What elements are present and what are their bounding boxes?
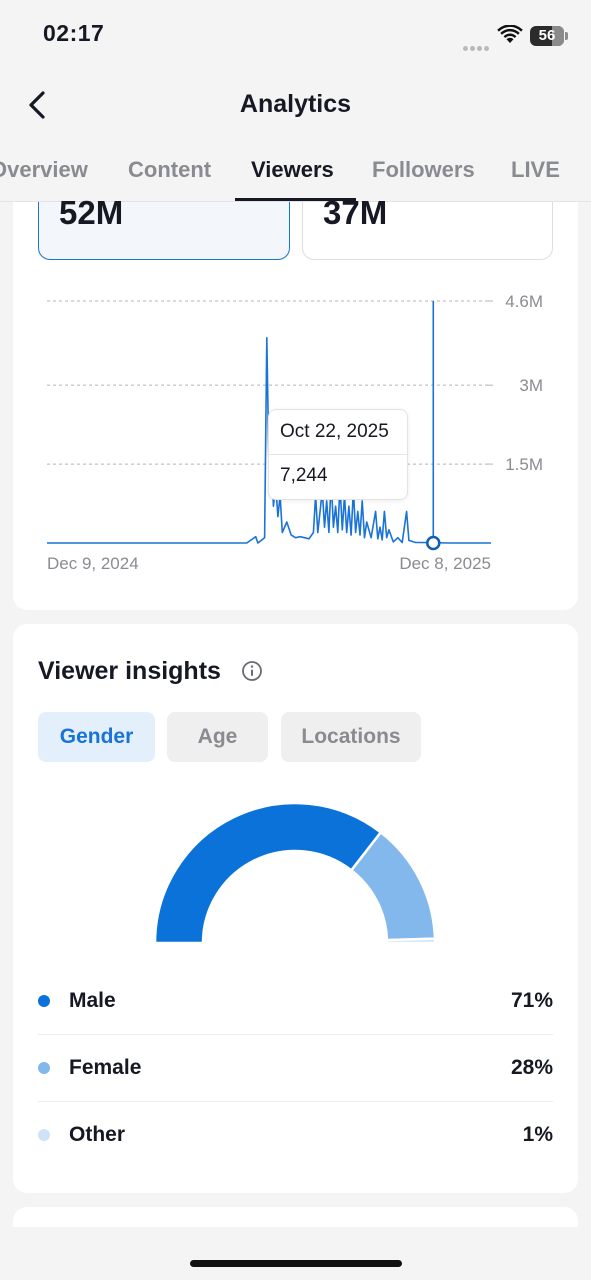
info-icon[interactable]: [241, 660, 263, 687]
views-line-chart[interactable]: 4.6M 3M 1.5M Dec 9, 2024 Dec 8, 2025: [0, 280, 591, 580]
x-tick-label: Dec 9, 2024: [47, 554, 139, 573]
legend-row: Other 1%: [38, 1102, 553, 1169]
back-icon[interactable]: [24, 90, 54, 120]
legend-dot: [38, 1062, 50, 1074]
legend-value: 28%: [510, 1056, 553, 1079]
y-tick-label: 4.6M: [505, 292, 543, 311]
status-time: 02:17: [43, 20, 105, 46]
battery-tip: [565, 32, 568, 40]
metric-card[interactable]: [302, 202, 553, 260]
cursor-point: [426, 535, 441, 551]
legend-value: 1%: [522, 1123, 553, 1146]
tab-live[interactable]: LIVE: [511, 157, 560, 182]
cellular-signal-icon: [463, 38, 491, 51]
tab-viewers[interactable]: Viewers: [251, 157, 334, 182]
gauge-segment-other: [385, 937, 437, 945]
tooltip-value: 7,244: [280, 465, 328, 486]
section-title: Viewer insights: [38, 657, 221, 685]
active-tab-indicator: [235, 198, 356, 201]
legend-value: 71%: [510, 989, 553, 1012]
legend-row: Female 28%: [38, 1035, 553, 1102]
legend-label: Female: [69, 1056, 142, 1079]
gauge-segment-male: [153, 801, 383, 945]
tooltip-date: Oct 22, 2025: [280, 421, 389, 442]
legend-dot: [38, 995, 50, 1007]
tabs-divider: [0, 201, 591, 202]
battery-level: 56: [538, 27, 556, 44]
metric-value: 37M: [323, 194, 388, 231]
legend-label: Male: [69, 989, 116, 1012]
divider: [38, 1034, 553, 1035]
x-tick-label: Dec 8, 2025: [399, 554, 491, 573]
tab-followers[interactable]: Followers: [372, 157, 475, 182]
battery-icon: 56: [530, 26, 564, 46]
filter-gender[interactable]: Gender: [38, 712, 155, 762]
tab-overview[interactable]: Overview: [0, 157, 88, 182]
metric-card-selected[interactable]: [38, 202, 290, 260]
y-tick-label: 3M: [519, 376, 543, 395]
divider: [38, 1101, 553, 1102]
legend-label: Other: [69, 1123, 126, 1146]
gender-gauge-chart: [153, 801, 437, 945]
overview-chart-card: [13, 202, 578, 610]
legend-dot: [38, 1129, 50, 1141]
tab-content[interactable]: Content: [128, 157, 212, 182]
filter-locations[interactable]: Locations: [281, 712, 421, 762]
filter-age[interactable]: Age: [167, 712, 268, 762]
chart-tooltip: Oct 22, 2025 7,244: [268, 409, 408, 500]
home-indicator[interactable]: [190, 1260, 402, 1267]
tooltip-divider: [269, 454, 407, 455]
next-section-card: [13, 1207, 578, 1227]
wifi-icon: [497, 24, 523, 50]
metric-value: 52M: [59, 194, 124, 231]
legend-row: Male 71%: [38, 968, 553, 1035]
page-title: Analytics: [239, 90, 352, 118]
y-tick-label: 1.5M: [505, 455, 543, 474]
series-line: [47, 337, 491, 544]
